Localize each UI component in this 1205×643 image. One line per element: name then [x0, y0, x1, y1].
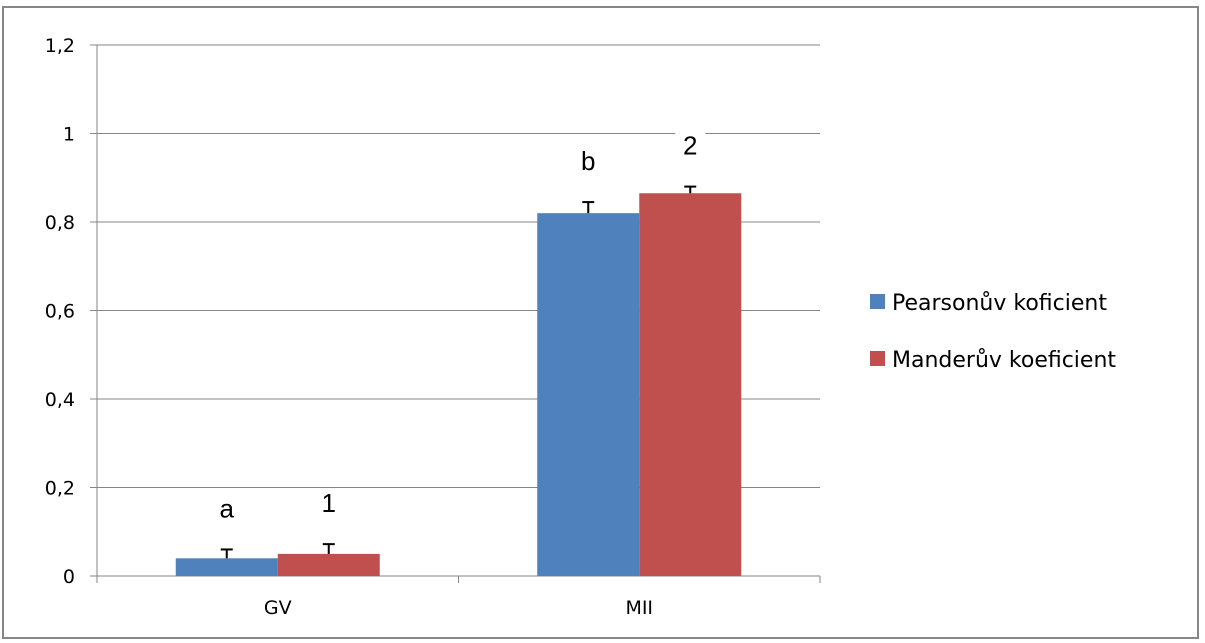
- annotation-backing: [675, 130, 706, 161]
- annotation-backing: [573, 146, 604, 177]
- y-tick-label: 0,8: [45, 212, 75, 234]
- bar-annotation: b: [581, 146, 595, 176]
- x-tick-label: GV: [264, 597, 292, 619]
- bar: [175, 558, 278, 576]
- y-tick-label: 0,2: [45, 478, 75, 500]
- x-tick-label: MII: [625, 597, 653, 619]
- y-tick-label: 0: [63, 566, 75, 588]
- annotation-backing: [313, 488, 344, 519]
- annotation-backing: [211, 493, 242, 524]
- legend-swatch: [870, 351, 885, 366]
- y-tick-label: 0,6: [45, 301, 75, 323]
- y-tick-label: 1: [63, 124, 75, 146]
- y-tick-label: 1,2: [45, 35, 75, 57]
- bar: [537, 213, 640, 576]
- legend-label: Pearsonův koficient: [892, 291, 1107, 316]
- y-tick-label: 0,4: [45, 389, 75, 411]
- bar-annotation: 2: [683, 131, 697, 161]
- legend-swatch: [870, 294, 885, 309]
- bar: [277, 553, 380, 576]
- bar-annotation: 1: [322, 488, 336, 518]
- legend-label: Manderův koeficient: [892, 348, 1116, 373]
- bar: [639, 193, 742, 577]
- bar-annotation: a: [220, 493, 235, 523]
